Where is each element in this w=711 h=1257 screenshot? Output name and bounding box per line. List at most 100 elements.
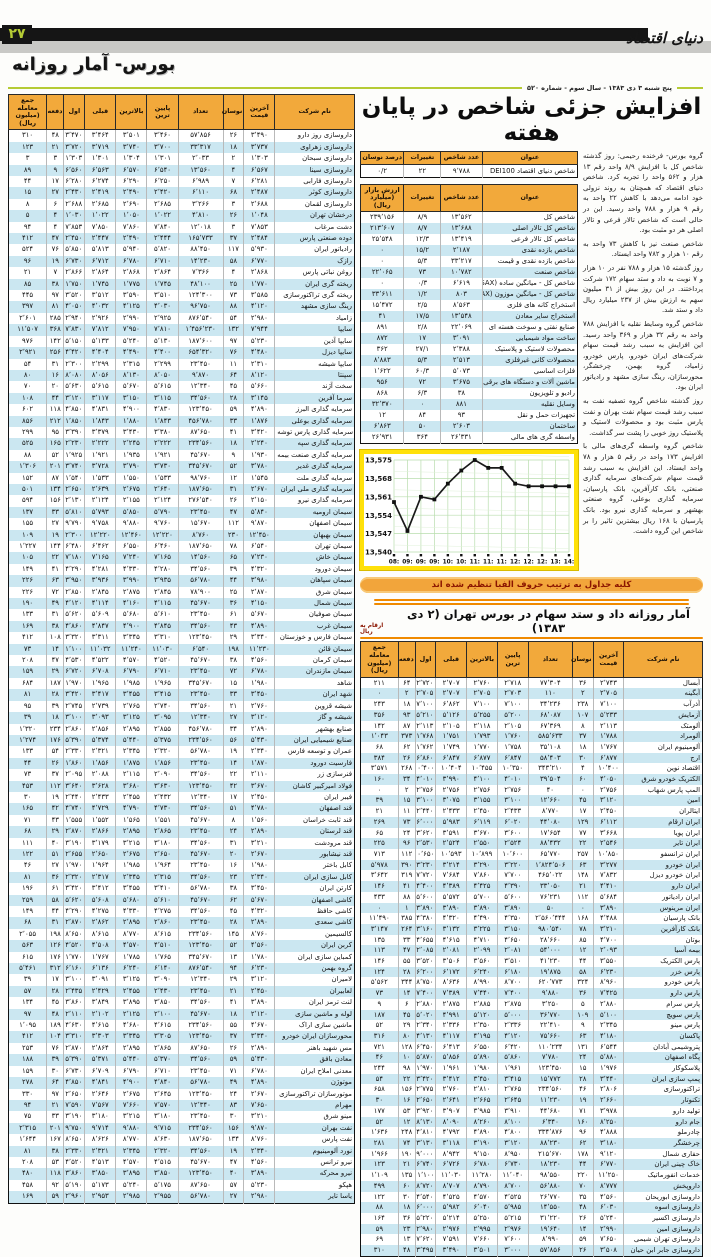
value-cell: ۱۲٬۴۶۰ bbox=[115, 529, 147, 541]
value-cell: ۷۳ bbox=[375, 989, 384, 998]
value-cell: ۳٬۸۹۰ bbox=[466, 902, 498, 914]
table-row: کابل باختر ۱٬۹۸۰ ۱۶ ۲۳٬۴۵۰ ۱٬۹۶۴ ۱٬۹۸۵ ۱٬۹۶۴ ۱٬… bbox=[9, 860, 355, 872]
column-header: دفعه bbox=[397, 641, 416, 678]
value-cell: ۰/۳ bbox=[403, 278, 441, 290]
value-cell: ۶٬۱۳۶ bbox=[84, 963, 116, 975]
value-cell: ۳٬۱۲۰ bbox=[592, 795, 624, 807]
value-cell: ۳٬۱۲۰ bbox=[63, 392, 85, 405]
value-cell: ۷٬۸۶۰ bbox=[466, 870, 498, 882]
value-cell: ۶٬۷۹۰ bbox=[115, 1065, 147, 1078]
company-name-cell: لامیران bbox=[274, 974, 355, 986]
company-name-cell: سایپا bbox=[274, 324, 355, 336]
company-name-cell: یاسا تایر bbox=[274, 1191, 355, 1204]
column-header: عنوان bbox=[481, 183, 579, 213]
value-cell: ۳۳ bbox=[46, 506, 64, 519]
value-cell: ۵٬۶۲۰ bbox=[63, 894, 85, 906]
value-cell: ۱۸ bbox=[397, 1202, 416, 1213]
value-cell: ۱ bbox=[397, 902, 416, 914]
value-cell: ۲۹ bbox=[46, 666, 64, 678]
value-cell: ۹۵ bbox=[46, 426, 64, 439]
value-cell: ۲۶ bbox=[572, 1212, 594, 1224]
value-cell: ۲٬۰۹۵ bbox=[63, 769, 85, 781]
value-cell: ۱۱٬۰۳۰ bbox=[146, 643, 179, 656]
value-cell: ۱٬۷۷۰ bbox=[243, 278, 275, 291]
value-cell: ۶٬۵۴۰ bbox=[177, 643, 224, 656]
value-cell: ۴٬۹۰۰ bbox=[115, 404, 147, 416]
value-cell: ۱۵۹ bbox=[22, 667, 34, 676]
company-name-cell: مینو شرق bbox=[274, 1111, 355, 1123]
company-name-cell: آزمایش bbox=[623, 709, 703, 721]
value-cell: ۳٬۳۱۰ bbox=[146, 632, 179, 644]
value-cell: ۳٬۱۸۰ bbox=[84, 1111, 116, 1123]
value-cell: ۸٬۷۲۰ bbox=[414, 1180, 436, 1192]
value-cell: ۶۵ bbox=[375, 828, 384, 837]
value-cell: ۶۱۵ bbox=[22, 952, 34, 961]
value-cell: ۱۶۹ bbox=[22, 1192, 34, 1201]
value-cell: ۵۸ bbox=[46, 894, 64, 906]
value-cell: ۲٬۸۷۰ bbox=[63, 826, 85, 838]
company-name-cell: سرمایه گذاری البرز bbox=[274, 404, 355, 416]
value-cell: ۲۳۴ bbox=[46, 723, 64, 735]
table-row: سرمایه گذاری البرز ۴٬۸۹۰ ۵۹ ۱۲۳٬۴۵۰ ۴٬۸۳۰ ۴٬۹… bbox=[9, 404, 355, 416]
value-cell: ۴٬۸۳۰ bbox=[146, 404, 179, 416]
value-cell: ۶٬۸۷۷ bbox=[592, 752, 624, 764]
value-cell: ۴٬۶۵۰ bbox=[496, 934, 529, 946]
column-header: آخرین قیمت bbox=[243, 93, 276, 131]
value-cell: ۲/۸ bbox=[403, 322, 441, 334]
value-cell: ۱۳۵ bbox=[373, 935, 385, 944]
value-cell: ۳٬۸۵۰ bbox=[84, 1168, 116, 1180]
value-cell: ۳٬۵۰۱ bbox=[115, 129, 147, 142]
value-cell: ۲٬۴۵۰ bbox=[243, 985, 275, 998]
value-cell: ۶٬۹۸۹ bbox=[177, 176, 224, 188]
company-name-cell: معادن بافق bbox=[274, 1054, 355, 1066]
value-cell: ۶٬۷۷۰ bbox=[243, 255, 275, 268]
value-cell: ۴٬۵۶۰ bbox=[592, 1191, 624, 1203]
value-cell: ۳۴٬۵۶۰ bbox=[177, 906, 224, 918]
table-row: پارس سویچ ۵٬۱۰۰ ۱۰۹ ۳۶٬۷۷۰ ۵٬۰۰۰ ۵٬۱۲۰ ۴٬۹۹۱ ۵٬… bbox=[360, 1009, 703, 1021]
value-cell: ۳۸ bbox=[46, 1145, 64, 1157]
company-name-cell: پارس خزر bbox=[623, 966, 703, 978]
value-cell: ۲۲ bbox=[397, 1073, 416, 1085]
value-cell: ۵٬۸۱۳ bbox=[84, 244, 116, 256]
value-cell: ۴٬۶۵۵ bbox=[414, 934, 436, 946]
value-cell: ۲۱ bbox=[23, 268, 32, 277]
value-cell: ۲۶ bbox=[46, 757, 64, 770]
value-cell: ۳٬۱۲۵ bbox=[115, 974, 147, 986]
value-cell: ۱۹ bbox=[46, 255, 64, 268]
value-cell: ۱۴ bbox=[397, 988, 416, 999]
company-name-cell: سیمان شمال bbox=[274, 598, 355, 610]
value-cell: ۲٬۳۴۰ bbox=[243, 746, 275, 758]
value-cell: ۲۴۸ bbox=[397, 1127, 416, 1138]
value-cell: ۲٬۳۴۵ bbox=[592, 1020, 624, 1031]
value-cell: ۳۱٬۲۲۰ bbox=[527, 1212, 573, 1224]
value-cell: ۳٬۱۵۰ bbox=[496, 923, 529, 935]
value-cell: ۲۱ bbox=[222, 985, 244, 998]
value-cell: ۱٬۷۵۱ bbox=[435, 731, 467, 742]
value-cell: ۴٬۲۸۱ bbox=[84, 563, 116, 576]
value-cell: ۳٬۵۵۰ bbox=[592, 956, 624, 967]
table-row: شاخص کل تالار اصلی ۱۳٬۶۸۸ ۸/۷ ۲۱۳٬۶۰۷ bbox=[360, 223, 578, 235]
value-cell: ۳٬۷۲۰ bbox=[63, 141, 85, 154]
table-row: داروسازی زهراوی ۳٬۷۳۷ ۱۸ ۳۳٬۳۱۷ ۳٬۷۰۰ ۳٬۷۴۰ ۳٬… bbox=[8, 141, 355, 154]
company-name-cell: المپ پارس شهاب bbox=[623, 784, 703, 796]
value-cell: ۱۱٬۰۴۰ bbox=[496, 1170, 529, 1181]
value-cell: ۴٬۵۷۰ bbox=[466, 1191, 498, 1203]
company-name-cell: سرمایه گذاری صنعت بیمه bbox=[274, 449, 355, 462]
table-row: شاهد ۱٬۹۸۰ ۱۵ ۳۴۵٬۶۷۰ ۱٬۹۶۵ ۱٬۹۸۵ ۱٬۹۶۵ ۱٬۹۷۰ ۱۸… bbox=[9, 677, 355, 690]
company-name-cell: کابل باختر bbox=[274, 860, 355, 872]
value-cell: ۴٬۸۴۱ bbox=[84, 1077, 116, 1089]
value-cell: ۲٬۱۲۴ bbox=[84, 495, 116, 507]
value-cell: ۲۰ bbox=[222, 848, 244, 861]
value-cell: ۱۲٬۰۱۸ bbox=[177, 221, 224, 234]
value-cell: ۲٬۷۶۰ bbox=[466, 677, 498, 689]
company-name-cell: بانک پارسیان bbox=[623, 913, 703, 924]
value-cell: ۷٬۱۸۰ bbox=[63, 552, 85, 564]
value-cell: ۷٬۷۸۰ bbox=[527, 1052, 573, 1064]
value-cell: ۲۱۲ bbox=[46, 415, 64, 427]
value-cell: ۶٬۷۳۰ bbox=[63, 1065, 85, 1078]
bottom-section-title: آمار روزانه داد و ستد سهام در بورس تهران… bbox=[407, 607, 690, 636]
dei-index-table: عنوان عدد شاخص تغییرات درصد نوسان شاخص دنیای… bbox=[359, 151, 579, 178]
value-cell: ۱۷ bbox=[403, 333, 441, 345]
value-cell: ۵٬۲۱۵ bbox=[496, 1212, 529, 1224]
value-cell: ۶٬۴۲۰ bbox=[496, 1041, 529, 1053]
